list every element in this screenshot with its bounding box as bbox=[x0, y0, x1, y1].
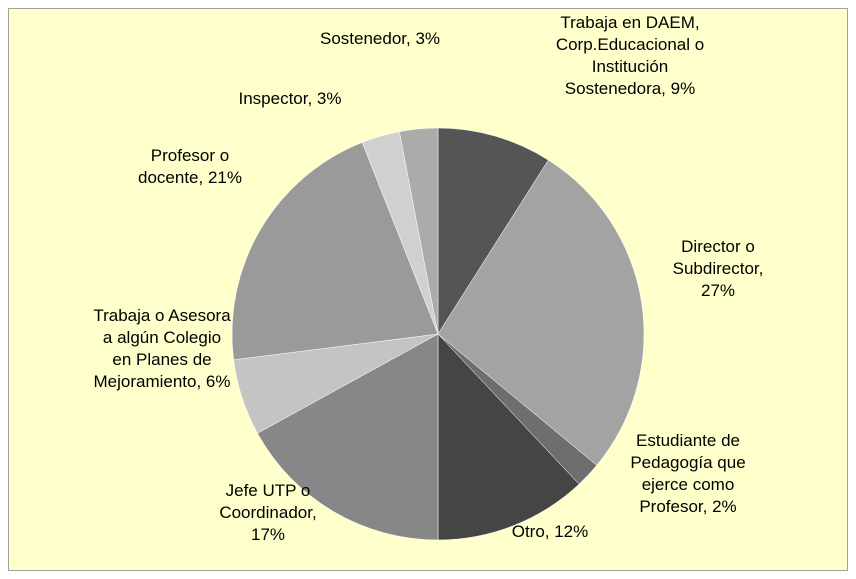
slice-label: Otro, 12% bbox=[511, 522, 589, 541]
slice-label: Sostenedor, 3% bbox=[319, 29, 441, 48]
slice-label: Profesor o docente, 21% bbox=[138, 146, 242, 187]
pie-slice bbox=[231, 142, 439, 361]
slice-label: Jefe UTP o Coordinador, 17% bbox=[219, 481, 317, 544]
pie-slice bbox=[437, 127, 549, 335]
pie-slice bbox=[257, 333, 439, 541]
pie-slice bbox=[437, 159, 645, 466]
slice-label: Trabaja en DAEM, Corp.Educacional o Inst… bbox=[555, 13, 705, 98]
slice-label: Trabaja o Asesora a algún Colegio en Pla… bbox=[93, 306, 231, 391]
slice-label: Estudiante de Pedagogía que ejerce como … bbox=[630, 431, 746, 516]
slice-label: Director o Subdirector, 27% bbox=[672, 237, 764, 300]
pie-slice bbox=[437, 333, 580, 541]
pie-slice bbox=[399, 127, 439, 335]
slice-label: Inspector, 3% bbox=[238, 89, 342, 108]
